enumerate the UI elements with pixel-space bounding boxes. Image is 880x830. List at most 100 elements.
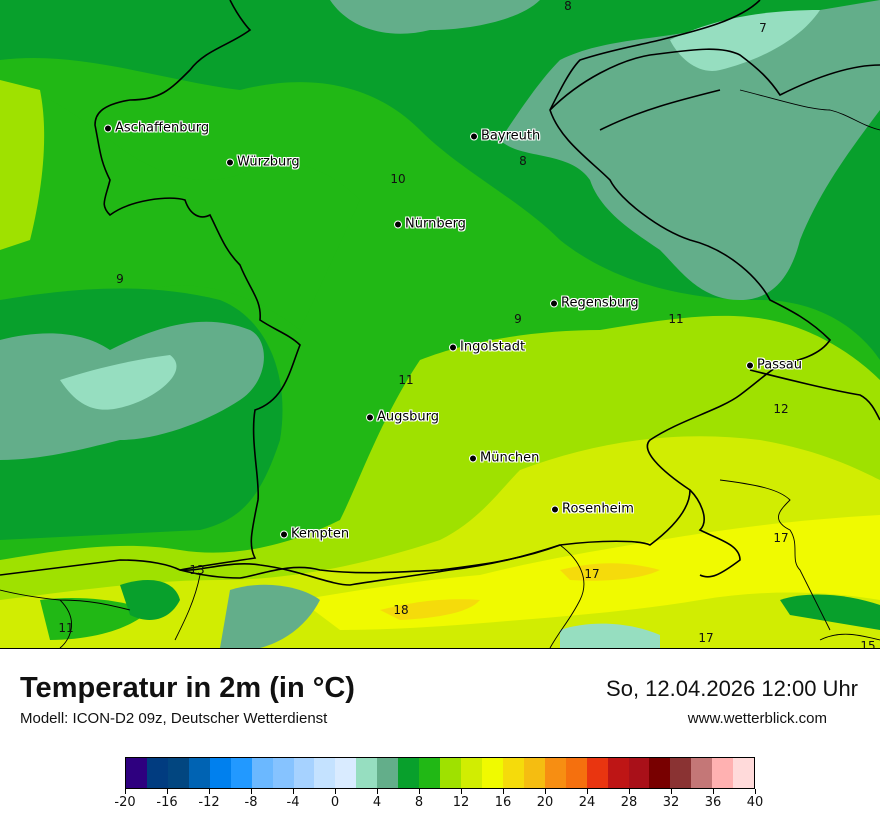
city-dot-icon <box>551 505 559 513</box>
tick-mark <box>671 789 672 794</box>
temperature-map: 8 7 10 8 10 9 9 11 11 12 17 13 17 18 11 17 15 Aschaffenb… <box>0 0 880 649</box>
colorbar-bin <box>398 758 420 788</box>
tick-mark <box>545 789 546 794</box>
tick-label: 20 <box>536 795 554 810</box>
colorbar-bin <box>565 758 587 788</box>
temperature-field <box>0 0 880 648</box>
tick-label: -8 <box>244 795 258 810</box>
colorbar-bin <box>733 758 755 788</box>
colorbar-bin <box>356 758 378 788</box>
tick-label: 16 <box>494 795 512 810</box>
city-name: Nürnberg <box>405 216 466 232</box>
tick-mark <box>167 789 168 794</box>
tick-label: 24 <box>578 795 596 810</box>
colorbar-bin <box>691 758 713 788</box>
colorbar-bin <box>649 758 671 788</box>
model-source: Modell: ICON-D2 09z, Deutscher Wetterdie… <box>20 710 328 727</box>
colorbar-bin <box>335 758 357 788</box>
tick-label: 36 <box>704 795 722 810</box>
tick-mark <box>209 789 210 794</box>
contour-label: 11 <box>668 312 684 326</box>
tick-label: -20 <box>114 795 136 810</box>
contour-label: 17 <box>773 531 789 545</box>
colorbar-bin <box>419 758 441 788</box>
colorbar-bin <box>272 758 294 788</box>
city-name: Ingolstadt <box>460 339 526 355</box>
tick-label: -4 <box>286 795 300 810</box>
city-marker: Augsburg <box>366 410 439 425</box>
contour-label: 8 <box>519 154 527 168</box>
city-dot-icon <box>469 454 477 462</box>
contour-label: 10 <box>390 172 406 186</box>
city-name: Rosenheim <box>562 501 634 517</box>
tick-mark <box>755 789 756 794</box>
city-dot-icon <box>550 299 558 307</box>
colorbar-bin <box>167 758 189 788</box>
temperature-colorbar <box>125 757 755 789</box>
contour-label: 17 <box>584 567 600 581</box>
contour-label: 9 <box>116 272 124 286</box>
contour-label: 9 <box>514 312 522 326</box>
colorbar-bin <box>209 758 231 788</box>
contour-label: 12 <box>773 402 789 416</box>
colorbar-bin <box>188 758 210 788</box>
city-marker: Rosenheim <box>551 502 634 517</box>
colorbar-bin <box>126 758 147 788</box>
tick-label: 12 <box>452 795 470 810</box>
colorbar-bin <box>586 758 608 788</box>
tick-mark <box>503 789 504 794</box>
city-marker: Regensburg <box>550 296 639 311</box>
tick-label: 0 <box>330 795 340 810</box>
city-dot-icon <box>226 158 234 166</box>
city-name: München <box>480 450 540 466</box>
colorbar-bin <box>146 758 168 788</box>
tick-mark <box>335 789 336 794</box>
contour-label: 7 <box>759 21 767 35</box>
city-dot-icon <box>449 343 457 351</box>
map-title: Temperatur in 2m (in °C) <box>20 672 355 704</box>
tick-mark <box>377 789 378 794</box>
tick-label: 4 <box>372 795 382 810</box>
contour-label: 10 <box>164 121 180 135</box>
tick-label: -12 <box>198 795 220 810</box>
colorbar-bin <box>481 758 503 788</box>
colorbar-bin <box>607 758 629 788</box>
colorbar-ticks: -20 -16 -12 -8 -4 0 4 8 12 16 20 24 28 32 36 40 <box>114 789 763 819</box>
city-marker: Würzburg <box>226 155 300 170</box>
colorbar-bin <box>712 758 734 788</box>
contour-label: 18 <box>393 603 409 617</box>
tick-mark <box>419 789 420 794</box>
contour-label: 13 <box>189 563 205 577</box>
tick-mark <box>251 789 252 794</box>
colorbar-bin <box>670 758 692 788</box>
city-name: Kempten <box>291 526 350 542</box>
city-marker: Passau <box>746 358 802 373</box>
valid-datetime: So, 12.04.2026 12:00 Uhr <box>606 676 858 701</box>
colorbar-bin <box>377 758 399 788</box>
city-marker: Bayreuth <box>470 129 540 144</box>
colorbar-bin <box>314 758 336 788</box>
city-dot-icon <box>280 530 288 538</box>
city-marker: Aschaffenburg <box>104 121 209 136</box>
contour-label: 15 <box>860 639 876 649</box>
city-name: Würzburg <box>237 154 300 170</box>
contour-label: 11 <box>398 373 414 387</box>
city-marker: Ingolstadt <box>449 340 525 355</box>
tick-mark <box>293 789 294 794</box>
tick-label: -16 <box>156 795 178 810</box>
tick-label: 32 <box>662 795 680 810</box>
website-link[interactable]: www.wetterblick.com <box>687 710 827 727</box>
city-marker: Kempten <box>280 527 349 542</box>
colorbar-bin <box>628 758 650 788</box>
city-dot-icon <box>394 220 402 228</box>
colorbar-bin <box>502 758 524 788</box>
city-name: Bayreuth <box>481 128 541 144</box>
tick-mark <box>629 789 630 794</box>
city-dot-icon <box>366 413 374 421</box>
city-dot-icon <box>470 132 478 140</box>
colorbar-bin <box>544 758 566 788</box>
tick-label: 28 <box>620 795 638 810</box>
tick-label: 40 <box>746 795 764 810</box>
colorbar-bin <box>293 758 315 788</box>
contour-label: 8 <box>564 0 572 13</box>
